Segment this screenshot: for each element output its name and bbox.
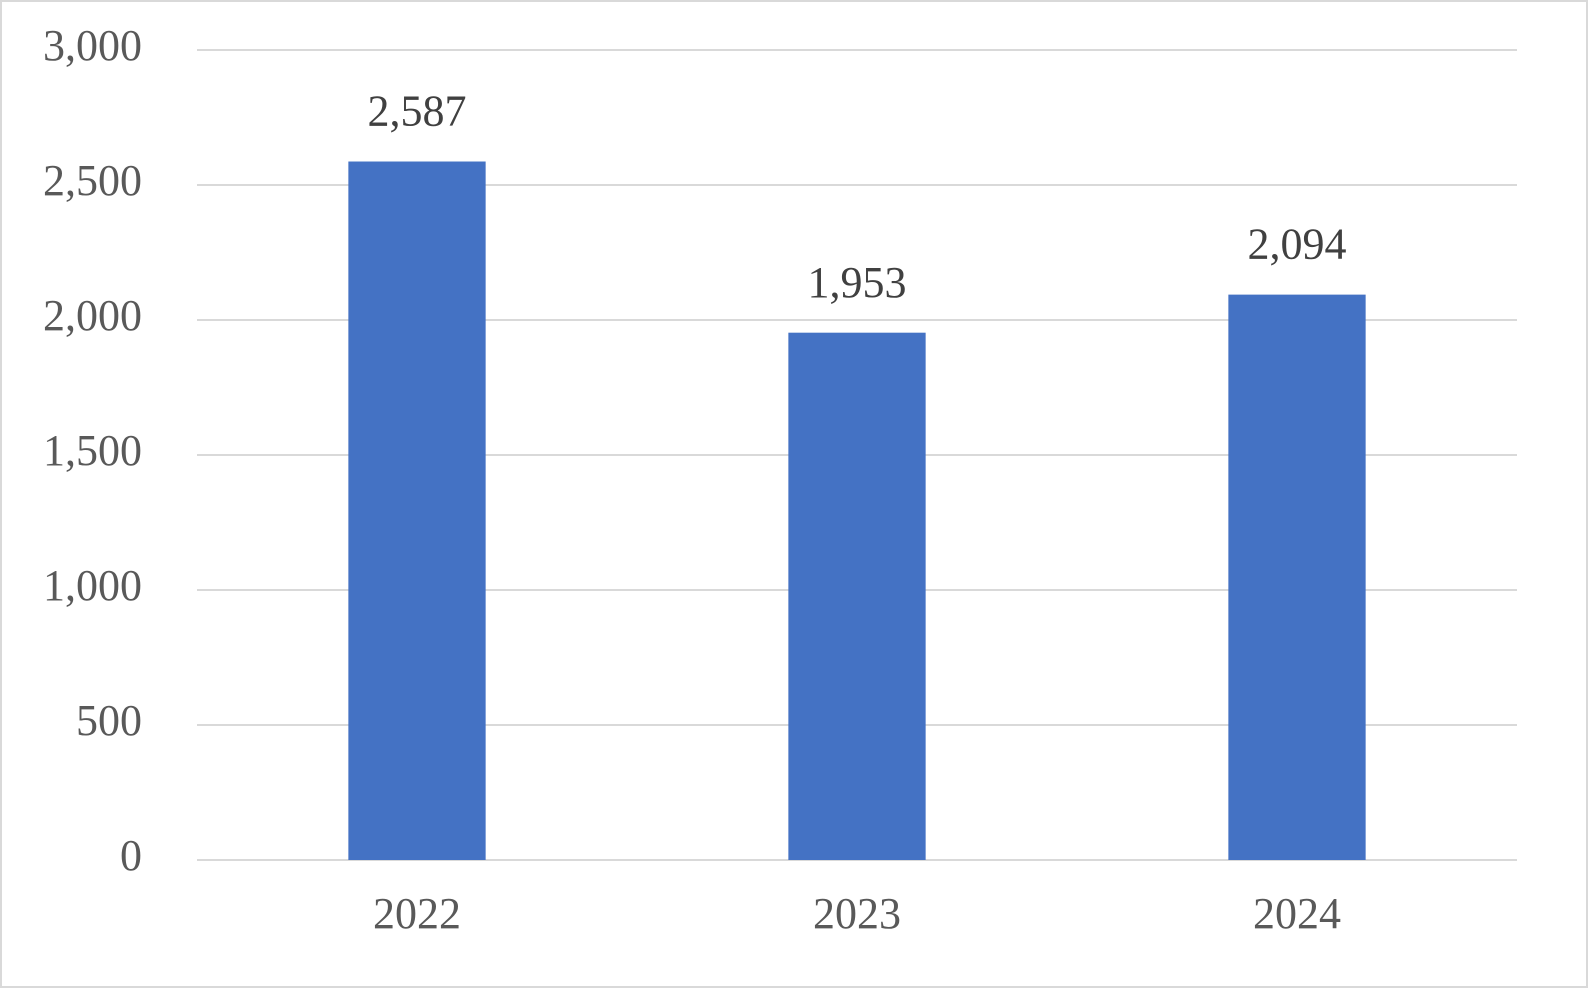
bar (348, 161, 486, 860)
bar (788, 332, 926, 860)
y-tick-label: 3,000 (43, 21, 142, 70)
y-tick-label: 1,000 (43, 561, 142, 610)
value-label: 2,094 (1248, 220, 1347, 269)
y-tick-label: 2,500 (43, 156, 142, 205)
y-tick-label: 1,500 (43, 426, 142, 475)
value-label: 1,953 (808, 258, 907, 307)
x-tick-label: 2023 (813, 889, 901, 938)
y-tick-label: 500 (76, 696, 142, 745)
y-tick-label: 0 (120, 831, 142, 880)
bar (1228, 294, 1366, 860)
x-tick-label: 2024 (1253, 889, 1341, 938)
value-label: 2,587 (368, 87, 467, 136)
x-tick-label: 2022 (373, 889, 461, 938)
y-tick-label: 2,000 (43, 291, 142, 340)
